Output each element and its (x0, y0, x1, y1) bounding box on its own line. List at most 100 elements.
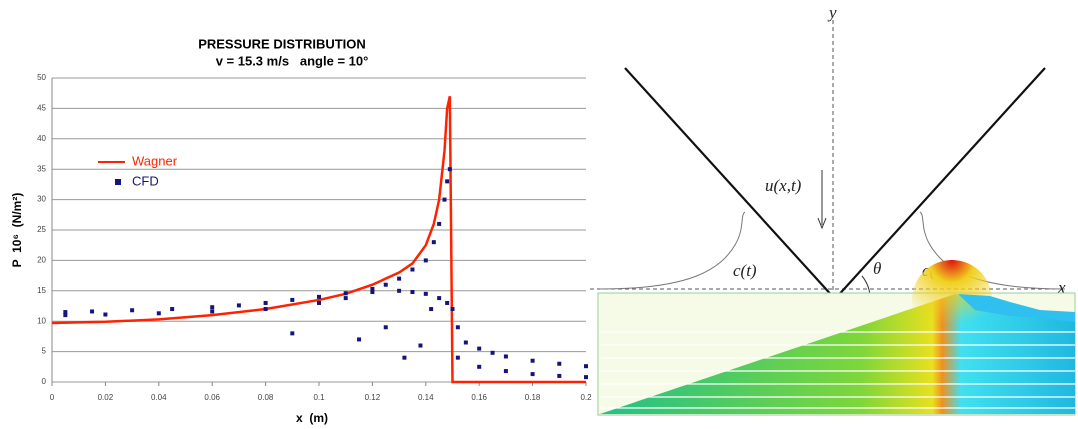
point (418, 343, 423, 348)
point (557, 373, 562, 378)
point (431, 240, 436, 245)
x-tick-label: 0.16 (471, 393, 487, 402)
point (437, 221, 442, 226)
x-tick-label: 0.02 (98, 393, 114, 402)
point (236, 303, 241, 308)
point (477, 346, 482, 351)
x-tick-label: 0.1 (313, 393, 325, 402)
point (584, 375, 588, 380)
point (410, 267, 415, 272)
x-tick-label: 0.14 (418, 393, 434, 402)
point (156, 311, 161, 316)
x-tick-label: 0.2 (580, 393, 592, 402)
x-tick-label: 0.12 (365, 393, 381, 402)
point (370, 290, 375, 295)
point (429, 307, 434, 312)
point (423, 291, 428, 296)
point (442, 197, 447, 202)
arrow-head (817, 217, 827, 230)
point (445, 179, 450, 184)
x-axis-label: x (1057, 278, 1066, 297)
legend-marker (115, 179, 121, 185)
width-label: c(t) (733, 261, 757, 280)
velocity-label: u(x,t) (765, 176, 802, 195)
point (263, 307, 268, 312)
y-tick-label: 5 (42, 347, 47, 356)
point (397, 276, 402, 281)
chart-title: PRESSURE DISTRIBUTION (198, 36, 366, 51)
point (530, 358, 535, 363)
point (455, 355, 460, 360)
legend-label: Wagner (132, 153, 178, 168)
x-tick-label: 0.18 (525, 393, 541, 402)
point (370, 286, 375, 291)
point (410, 290, 415, 295)
x-axis-label: x (m) (296, 411, 328, 425)
y-tick-label: 45 (37, 104, 46, 113)
point (503, 354, 508, 359)
angle-label: θ (873, 259, 881, 278)
y-axis-label: P 10⁶ (N/m²) (10, 193, 24, 268)
y-tick-label: 30 (37, 195, 46, 204)
jet (958, 294, 1075, 322)
point (557, 361, 562, 366)
point (455, 325, 460, 330)
y-tick-label: 20 (37, 256, 46, 265)
free-surface (599, 211, 746, 290)
point (103, 312, 108, 317)
pressure-peak (912, 260, 992, 340)
point (90, 309, 95, 314)
point (383, 325, 388, 330)
series-line (51, 95, 586, 384)
x-tick-label: 0.06 (204, 393, 220, 402)
point (317, 294, 321, 299)
point (210, 309, 215, 314)
point (397, 288, 402, 293)
point (290, 331, 295, 336)
point (463, 340, 468, 345)
legend-label: CFD (132, 173, 159, 188)
point (477, 364, 482, 369)
point (490, 350, 495, 355)
point (210, 305, 215, 310)
point (423, 258, 428, 263)
point (383, 282, 388, 287)
y-tick-label: 10 (37, 316, 46, 325)
point (170, 307, 175, 312)
plot-area: 0 5 10 15 20 25 30 35 40 45 50 0 0.02 0.04 0.06 0.08 0.1… (37, 73, 592, 402)
point (63, 310, 68, 315)
point (445, 300, 450, 305)
point (584, 364, 588, 369)
y-axis-label: y (827, 3, 837, 22)
point (263, 300, 268, 305)
wedge (624, 67, 1046, 301)
free-surface (919, 211, 1066, 290)
y-tick-label: 50 (37, 73, 46, 82)
point (503, 369, 508, 374)
point (450, 307, 455, 312)
x-tick-label: 0.04 (151, 393, 167, 402)
point (530, 372, 535, 377)
point (343, 296, 348, 301)
point (317, 300, 321, 305)
point (63, 313, 68, 318)
y-tick-label: 0 (42, 377, 47, 386)
chart-subtitle: v = 15.3 m/s angle = 10° (216, 53, 369, 68)
y-tick-label: 40 (37, 134, 46, 143)
point (357, 337, 362, 342)
legend: Wagner CFD (98, 153, 178, 188)
cfd-image (597, 260, 1076, 416)
point (447, 167, 452, 172)
point (130, 308, 135, 313)
point (437, 296, 442, 301)
y-tick-label: 15 (37, 286, 46, 295)
x-tick-label: 0 (50, 393, 55, 402)
stripes (600, 331, 1075, 409)
wedge-diagram: y x u(x,t) c(t) c(t) θ (590, 3, 1066, 310)
point (290, 297, 295, 302)
point (402, 355, 407, 360)
y-tick-label: 25 (37, 225, 46, 234)
point (343, 291, 348, 296)
x-tick-label: 0.08 (258, 393, 274, 402)
